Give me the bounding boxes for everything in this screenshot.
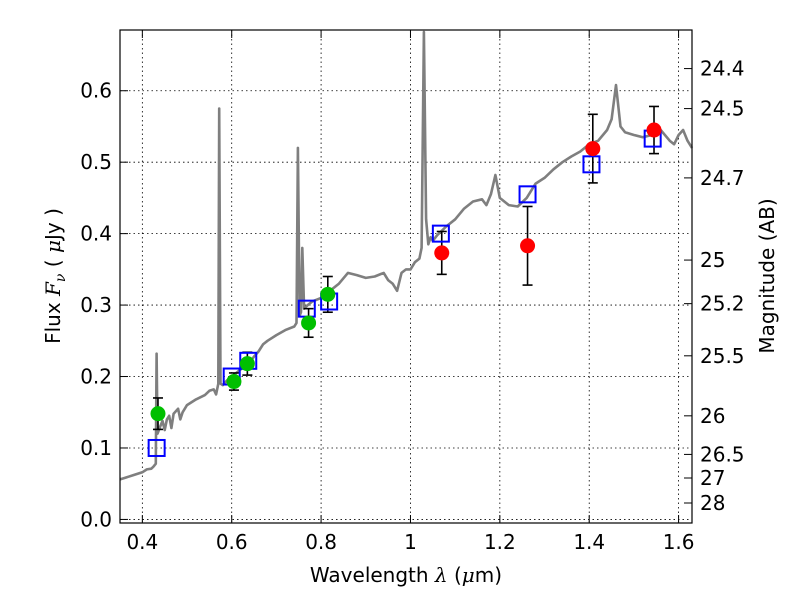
x-tick-label: 0.8 <box>305 530 337 554</box>
observed-point-red <box>434 245 450 261</box>
y-tick-label: 0.4 <box>80 222 112 246</box>
y2-tick-label: 25.5 <box>700 344 745 368</box>
y2-tick-label: 27 <box>700 466 725 490</box>
y-axis-label: Flux Fν ( μJy ) <box>41 208 69 344</box>
model-photometry-square <box>431 224 450 243</box>
y2-tick-label: 28 <box>700 491 725 515</box>
x-tick-label: 0.4 <box>126 530 158 554</box>
y-tick-label: 0.5 <box>80 150 112 174</box>
observed-point-red <box>646 122 662 138</box>
y-tick-label: 0.3 <box>80 293 112 317</box>
observed-point-red <box>520 238 536 254</box>
y2-tick-label: 26.5 <box>700 442 745 466</box>
y2-tick-label: 24.4 <box>700 57 745 81</box>
x-tick-label: 1.6 <box>663 530 695 554</box>
y-tick-label: 0.1 <box>80 436 112 460</box>
observed-point-red <box>585 141 601 157</box>
y-tick-label: 0.0 <box>80 507 112 531</box>
observed-point-green <box>239 356 255 372</box>
x-tick-label: 0.6 <box>216 530 248 554</box>
x-tick-label: 1.4 <box>573 530 605 554</box>
x-axis-label: Wavelength λ (μm) <box>310 563 502 587</box>
grid-lines <box>120 30 692 523</box>
y-tick-label: 0.6 <box>80 79 112 103</box>
y-tick-label: 0.2 <box>80 365 112 389</box>
observed-point-green <box>301 315 317 331</box>
observed-point-green <box>226 374 242 390</box>
axis-ticks: 0.4 0.6 0.8 1 1.2 1.4 1.6 0.0 0.1 0.2 0.3 0.4 0.5 0.6… <box>80 30 745 554</box>
y2-tick-label: 25 <box>700 248 725 272</box>
model-photometry-square <box>518 185 537 204</box>
model-sed-line <box>119 30 694 481</box>
markers <box>147 122 662 457</box>
y2-tick-label: 24.7 <box>700 166 745 190</box>
model-sed-group <box>119 30 694 481</box>
x-tick-label: 1.2 <box>484 530 516 554</box>
y2-tick-label: 24.5 <box>700 97 745 121</box>
model-photometry-square <box>582 155 601 174</box>
observed-point-green <box>150 406 166 422</box>
plot-frame <box>119 29 693 524</box>
y2-axis-label: Magnitude (AB) <box>755 198 779 353</box>
x-tick-label: 1 <box>404 530 417 554</box>
observed-point-green <box>320 286 336 302</box>
y2-tick-label: 26 <box>700 404 725 428</box>
model-photometry-square <box>147 438 166 457</box>
y2-tick-label: 25.2 <box>700 292 745 316</box>
